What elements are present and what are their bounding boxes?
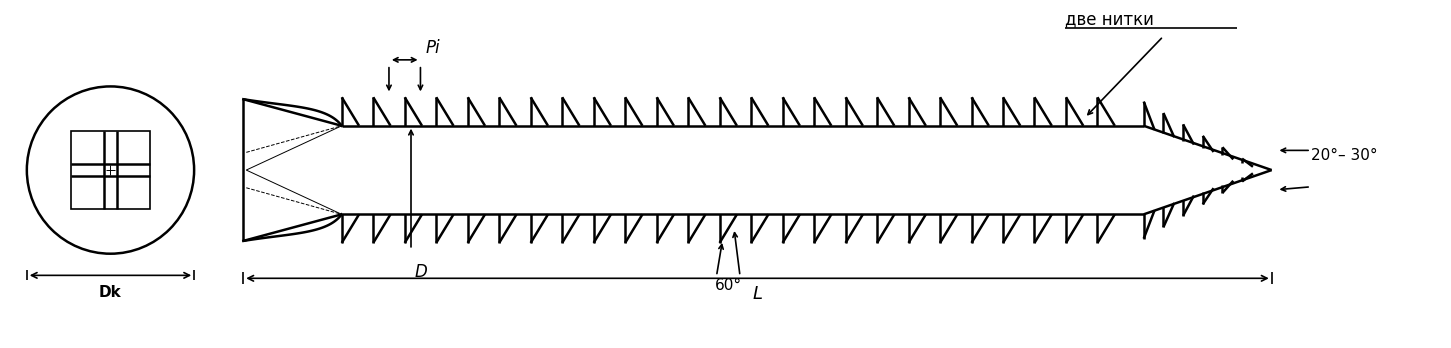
Bar [71,131,149,209]
Text: L: L [753,285,762,303]
Text: 60°: 60° [715,278,741,293]
Text: Dk: Dk [99,285,122,300]
Text: D: D [415,262,428,280]
Text: Pi: Pi [425,39,440,57]
Text: две нитки: две нитки [1065,10,1154,29]
Text: 20°– 30°: 20°– 30° [1312,148,1377,163]
